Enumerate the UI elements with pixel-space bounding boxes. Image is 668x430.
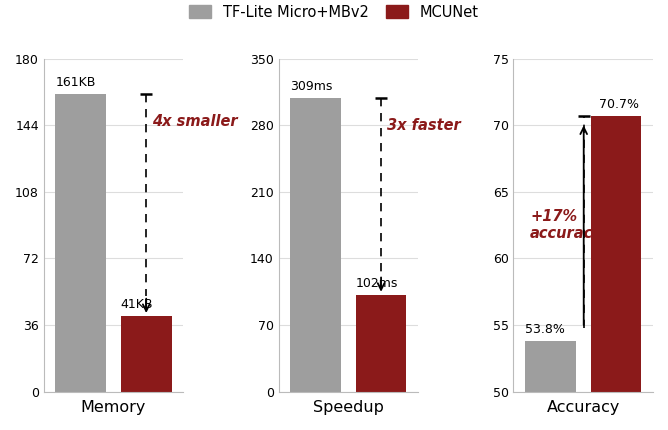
Bar bbox=[291, 98, 341, 392]
Text: 70.7%: 70.7% bbox=[599, 98, 639, 111]
Text: 53.8%: 53.8% bbox=[525, 323, 565, 336]
Legend: TF-Lite Micro+MBv2, MCUNet: TF-Lite Micro+MBv2, MCUNet bbox=[184, 0, 484, 25]
Text: 161KB: 161KB bbox=[55, 76, 96, 89]
Bar bbox=[525, 341, 576, 392]
Text: 309ms: 309ms bbox=[291, 80, 333, 93]
Bar bbox=[121, 316, 172, 392]
Bar bbox=[591, 116, 641, 392]
Text: 41KB: 41KB bbox=[121, 298, 154, 311]
X-axis label: Speedup: Speedup bbox=[313, 400, 384, 415]
Text: 102ms: 102ms bbox=[355, 276, 398, 290]
Text: 4x smaller: 4x smaller bbox=[152, 114, 238, 129]
Bar bbox=[55, 94, 106, 392]
Text: 3x faster: 3x faster bbox=[387, 118, 461, 133]
X-axis label: Accuracy: Accuracy bbox=[546, 400, 620, 415]
Bar bbox=[355, 295, 406, 392]
X-axis label: Memory: Memory bbox=[81, 400, 146, 415]
Text: +17%
accuracy: +17% accuracy bbox=[530, 209, 603, 241]
